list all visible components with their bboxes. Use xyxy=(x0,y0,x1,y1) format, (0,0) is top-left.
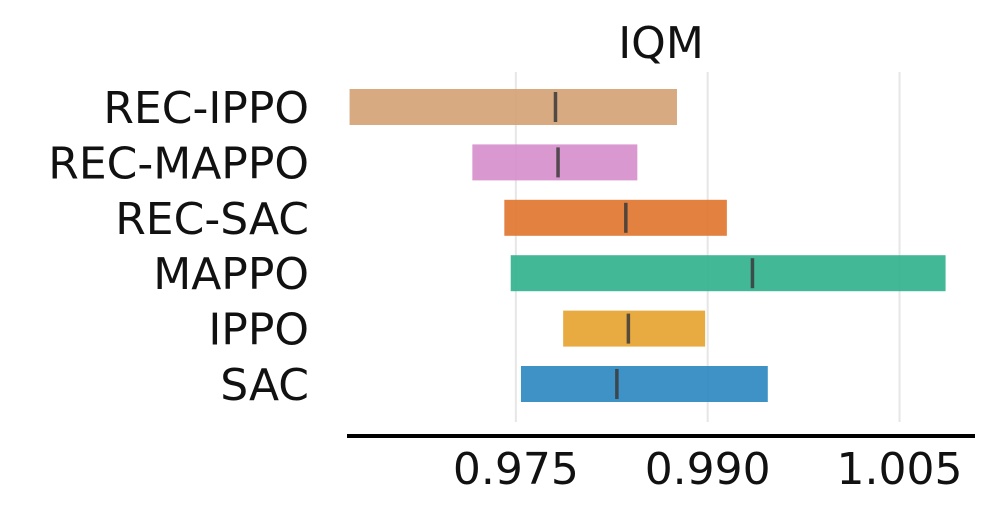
interval-bars xyxy=(349,89,946,402)
category-label-rec-mappo: REC-MAPPO xyxy=(48,138,309,189)
interval-bar-rec-mappo xyxy=(472,144,638,181)
category-label-rec-ippo: REC-IPPO xyxy=(103,83,309,134)
x-axis-ticks: 0.975 0.990 1.005 xyxy=(453,444,963,495)
x-tick-label-0: 0.975 xyxy=(453,444,579,495)
category-label-ippo: IPPO xyxy=(208,305,309,356)
chart-title: IQM xyxy=(618,18,704,69)
interval-bar-ippo xyxy=(563,310,706,347)
interval-bar-sac xyxy=(520,366,768,402)
x-tick-label-2: 1.005 xyxy=(837,444,963,495)
category-label-mappo: MAPPO xyxy=(153,249,309,300)
interval-bar-mappo xyxy=(510,255,946,292)
x-tick-label-1: 0.990 xyxy=(645,444,771,495)
interval-bar-rec-ippo xyxy=(349,89,677,125)
category-label-sac: SAC xyxy=(220,360,309,411)
interval-bar-rec-sac xyxy=(504,199,727,236)
grid-lines xyxy=(514,72,901,422)
category-label-rec-sac: REC-SAC xyxy=(115,194,309,245)
